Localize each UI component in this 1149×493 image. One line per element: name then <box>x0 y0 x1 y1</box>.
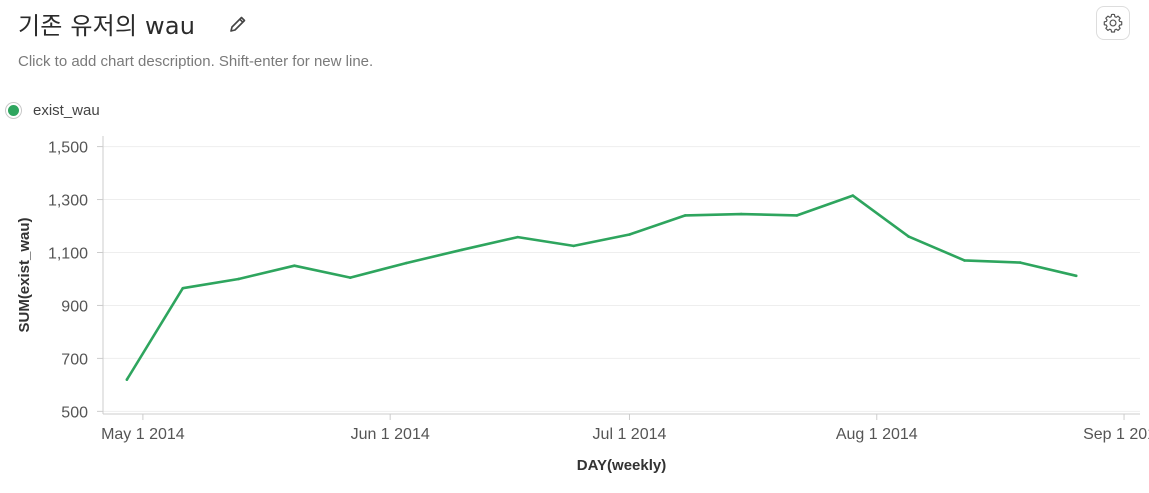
data-point <box>1074 274 1078 278</box>
y-tick-label: 900 <box>61 298 88 315</box>
y-axis-title: SUM(exist_wau) <box>16 217 33 332</box>
data-point <box>181 286 185 290</box>
x-tick-label: Jun 1 2014 <box>351 426 430 443</box>
data-point <box>125 378 129 381</box>
chart-description[interactable]: Click to add chart description. Shift-en… <box>18 53 374 70</box>
data-point <box>237 277 240 281</box>
x-tick-label: Jul 1 2014 <box>593 426 667 443</box>
y-tick-label: 1,300 <box>48 193 88 210</box>
y-tick-label: 1,500 <box>48 140 88 157</box>
pencil-icon[interactable] <box>228 14 248 34</box>
data-point <box>460 248 464 252</box>
x-tick-label: Aug 1 2014 <box>836 426 918 443</box>
legend-item-exist-wau[interactable]: exist_wau <box>6 102 100 119</box>
y-tick-label: 1,100 <box>48 245 88 262</box>
y-tick-label: 700 <box>61 351 88 368</box>
data-point <box>516 235 520 239</box>
data-point <box>795 214 799 217</box>
y-tick-label: 500 <box>61 404 88 421</box>
data-point <box>572 244 575 248</box>
x-tick-label: May 1 2014 <box>101 426 185 443</box>
x-tick-label: Sep 1 2014 <box>1083 426 1149 443</box>
chart-title[interactable]: 기존 유저의 wau <box>18 12 196 40</box>
data-point <box>739 212 743 216</box>
data-point <box>348 276 352 279</box>
gear-icon <box>1103 13 1123 33</box>
data-point <box>851 194 855 197</box>
data-point <box>293 264 296 268</box>
data-point <box>907 235 910 238</box>
legend-label: exist_wau <box>33 102 100 119</box>
settings-button[interactable] <box>1096 6 1130 40</box>
data-point <box>963 259 966 262</box>
data-point <box>628 233 631 236</box>
data-point <box>1019 261 1022 264</box>
series-line-exist_wau <box>125 194 1078 381</box>
legend-marker <box>6 103 21 118</box>
x-axis-title: DAY(weekly) <box>577 457 667 474</box>
data-point <box>684 214 687 217</box>
data-point <box>404 261 408 265</box>
